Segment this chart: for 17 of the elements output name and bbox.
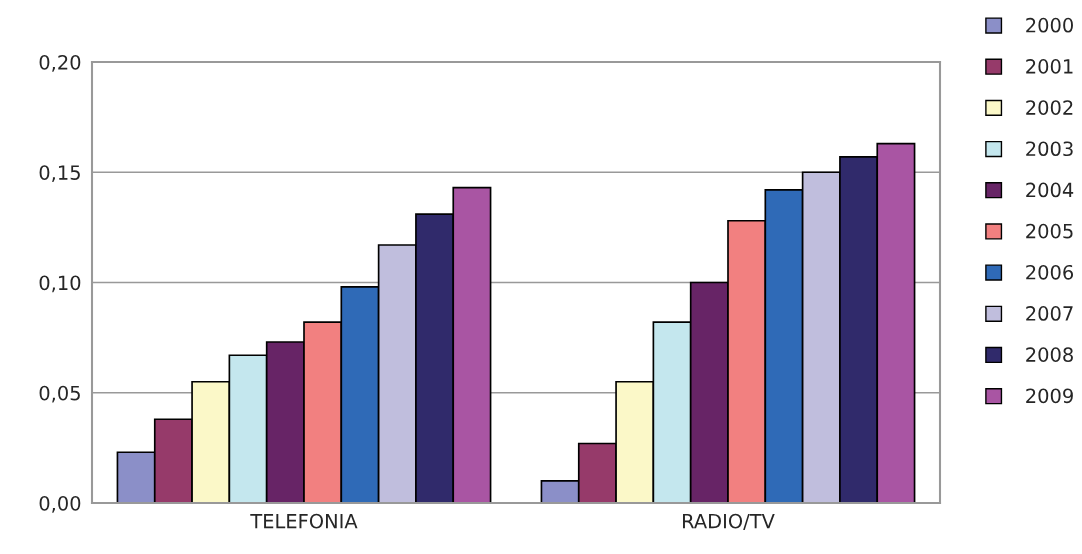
legend-label: 2002 bbox=[1026, 100, 1073, 115]
legend-label: 2006 bbox=[1026, 264, 1074, 280]
legend-label: 2007 bbox=[1026, 306, 1073, 321]
legend-label: 2001 bbox=[1026, 59, 1073, 74]
x-tick-label: RADIO/TV bbox=[683, 513, 775, 530]
y-tick-label: 0,20 bbox=[39, 54, 81, 72]
y-tick-label: 0,00 bbox=[39, 495, 81, 513]
legend-label: 2003 bbox=[1026, 141, 1073, 157]
x-tick-label: TELEFONIA bbox=[250, 513, 358, 529]
legend-label: 2005 bbox=[1026, 223, 1073, 239]
y-tick-label: 0,10 bbox=[39, 275, 81, 293]
legend-label: 2000 bbox=[1026, 17, 1073, 33]
legend-label: 2008 bbox=[1026, 347, 1073, 362]
y-tick-label: 0,15 bbox=[39, 165, 80, 182]
legend-label: 2009 bbox=[1026, 388, 1073, 404]
legend-label: 2004 bbox=[1026, 182, 1074, 198]
y-tick-label: 0,05 bbox=[39, 385, 80, 403]
